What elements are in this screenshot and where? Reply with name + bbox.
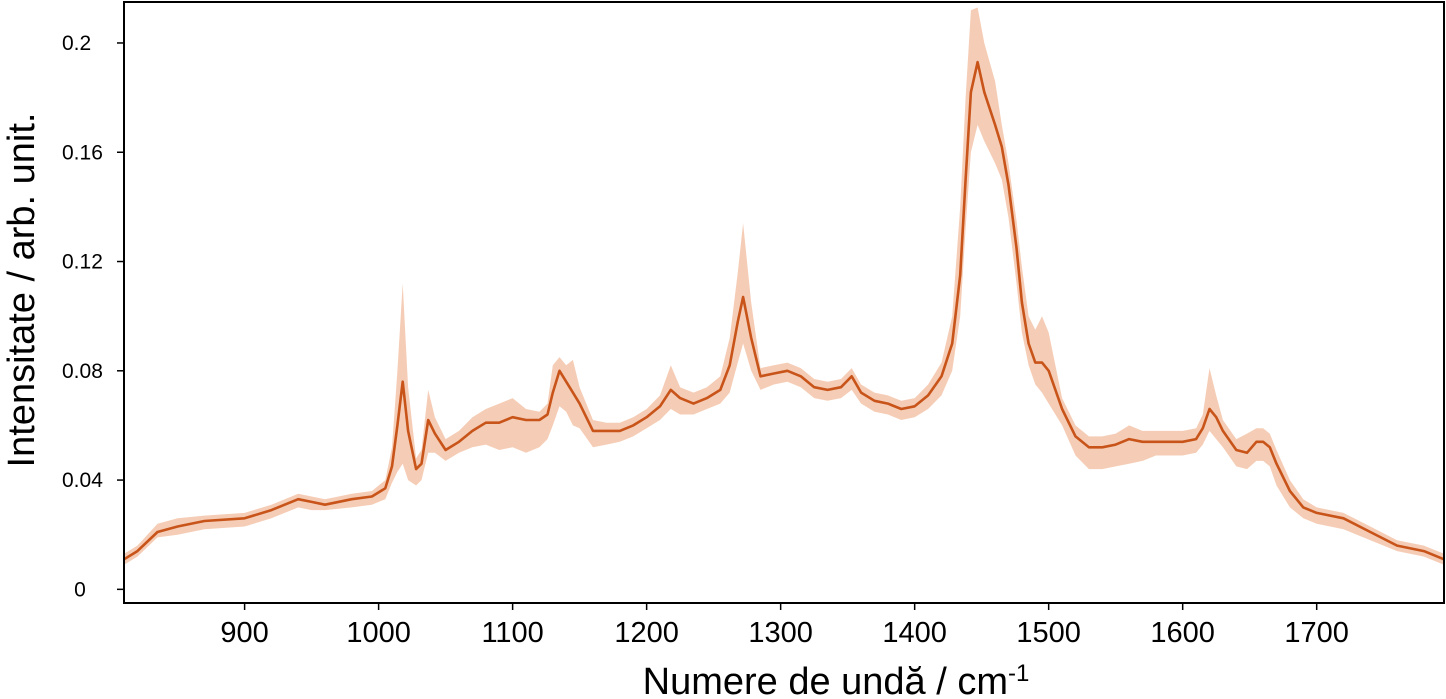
- y-tick-label: 0: [74, 578, 86, 601]
- y-axis-label: Intensitate / arb. unit.: [1, 113, 43, 468]
- x-tick-label: 1700: [1284, 617, 1349, 649]
- x-tick-label: 1500: [1016, 617, 1081, 649]
- intensity-range-band: [124, 7, 1444, 565]
- x-tick-label: 1400: [882, 617, 947, 649]
- y-axis-ticks: 0 0.04 0.08 0.12 0.16 0.2: [62, 32, 124, 601]
- plot-frame: [123, 1, 1445, 604]
- x-tick-label: 1300: [748, 617, 813, 649]
- y-tick-label: 0.12: [62, 251, 103, 274]
- x-tick-label: 1100: [481, 617, 543, 649]
- y-tick-label: 0.2: [62, 32, 91, 55]
- y-tick-label: 0.16: [62, 141, 103, 164]
- y-tick-label: 0.08: [62, 360, 103, 383]
- x-tick-label: 1000: [346, 617, 411, 649]
- x-axis-label-superscript: -1: [1008, 660, 1029, 687]
- x-axis-label-main: Numere de undă / cm: [643, 661, 1008, 699]
- x-tick-label: 1200: [614, 617, 679, 649]
- x-axis-label: Numere de undă / cm-1: [643, 660, 1030, 699]
- x-tick-label: 900: [220, 617, 268, 649]
- y-tick-label: 0.04: [62, 469, 103, 492]
- x-axis-ticks: 900 1000 1100 1200 1300 1400 1500 1600 1700: [220, 603, 1349, 649]
- x-tick-label: 1600: [1150, 617, 1215, 649]
- mean-spectrum-line: [123, 60, 1445, 561]
